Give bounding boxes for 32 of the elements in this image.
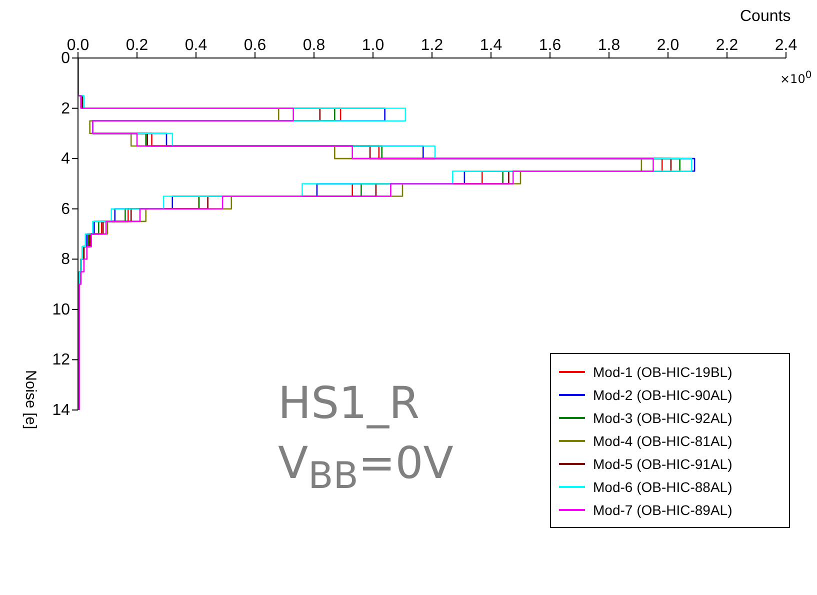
y-tick-label: 14 bbox=[52, 402, 70, 419]
x-tick-label: 2.2 bbox=[716, 37, 738, 54]
x-tick-label: 0.2 bbox=[126, 37, 148, 54]
x-tick-label: 1.4 bbox=[480, 37, 502, 54]
x-tick-label: 2.0 bbox=[656, 37, 680, 54]
x-tick-label: 0.6 bbox=[244, 37, 266, 54]
y-tick-label: 10 bbox=[52, 301, 70, 318]
y-tick-label: 6 bbox=[61, 200, 70, 218]
y-tick-label: 8 bbox=[61, 251, 70, 268]
legend-label: Mod-3 (OB-HIC-92AL) bbox=[593, 410, 732, 426]
annotation-text: ×10$^{0}$ bbox=[780, 70, 812, 86]
x-tick-label: 1.2 bbox=[420, 37, 444, 54]
y-axis-title: Noise [e] bbox=[22, 370, 39, 430]
x-tick-label: 1.6 bbox=[538, 37, 562, 54]
legend-label: Mod-4 (OB-HIC-81AL) bbox=[593, 432, 732, 448]
x-axis-title: Counts bbox=[740, 8, 791, 26]
annotation-text: HS1_R bbox=[278, 378, 420, 429]
x-tick-label: 0.8 bbox=[302, 37, 326, 54]
legend-label: Mod-1 (OB-HIC-19BL) bbox=[593, 364, 732, 380]
legend-label: Mod-6 (OB-HIC-88AL) bbox=[593, 478, 732, 494]
x-tick-label: 1.0 bbox=[362, 37, 384, 54]
y-tick-label: 12 bbox=[52, 352, 70, 369]
x-tick-label: 1.8 bbox=[598, 37, 620, 54]
legend-label: Mod-5 (OB-HIC-91AL) bbox=[593, 456, 732, 472]
legend-label: Mod-7 (OB-HIC-89AL) bbox=[593, 502, 732, 518]
y-tick-label: 4 bbox=[61, 150, 70, 168]
y-tick-label: 0 bbox=[61, 50, 70, 67]
y-tick-label: 2 bbox=[61, 100, 70, 118]
annotation-text: V$_{BB}$=0V bbox=[278, 438, 454, 497]
legend-label: Mod-2 (OB-HIC-90AL) bbox=[593, 386, 732, 402]
x-tick-label: 0.4 bbox=[184, 37, 208, 54]
x-tick-label: 2.4 bbox=[774, 37, 798, 54]
